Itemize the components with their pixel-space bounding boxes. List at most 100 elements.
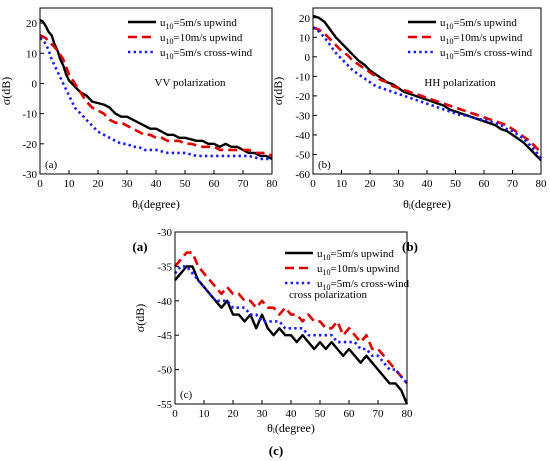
legend-entry-base: u [317,263,323,275]
y-tick-label: -60 [295,169,310,181]
legend-entry-sub: 10 [446,22,454,31]
legend-entry: u10=5m/s cross-wind [317,278,410,292]
x-tick-label: 30 [257,408,269,420]
panel-tag: (b) [318,159,331,171]
polarization-annotation: VV polarization [155,77,226,89]
legend-entry: u10=10m/s upwind [317,263,400,277]
legend-entry: u10=5m/s cross-wind [160,47,253,61]
x-tick-label: 30 [393,178,405,190]
chart-panel-2: 0 10 20 30 40 50 60 70 80 -55 -50 -45 -40 -35 -30 θᵢ(de… [133,227,413,435]
legend-entry-base: u [160,47,166,59]
legend-entry-sub: 10 [446,52,454,61]
y-tick-label: 10 [299,32,311,44]
x-tick-label: 20 [93,178,105,190]
y-axis-label: σ(dB) [0,77,13,105]
panel-caption: (b) [402,239,418,254]
series-line-1-0 [312,14,542,162]
series-line-2-1 [174,251,408,385]
y-tick-label: -40 [295,130,310,142]
y-tick-label: 10 [26,48,38,60]
legend-entry-sub: 10 [323,268,331,277]
polarization-annotation: HH polarization [424,77,496,89]
panel-caption: (c) [269,443,283,458]
polarization-annotation: cross polarization [289,289,367,301]
panel-tag: (c) [180,389,193,401]
x-tick-label: 50 [450,178,462,190]
x-axis-label: θᵢ(degree) [403,197,451,211]
y-tick-label: -50 [157,365,172,377]
x-tick-label: 70 [238,178,250,190]
x-tick-label: 70 [507,178,519,190]
legend-entry: u10=5m/s upwind [440,17,517,31]
legend-entry-sub: 10 [166,37,174,46]
y-tick-label: 20 [26,18,38,30]
series-line-0-0 [39,19,273,160]
x-tick-label: 10 [336,178,348,190]
x-tick-label: 20 [228,408,240,420]
y-tick-label: -35 [157,261,172,273]
legend-entry-rest: =5m/s cross-wind [331,278,410,290]
y-tick-label: -40 [157,296,172,308]
series-line-2-2 [174,265,408,385]
legend-entry: u10=10m/s upwind [160,32,243,46]
y-tick-label: -20 [22,139,37,151]
x-tick-label: 60 [479,178,491,190]
y-tick-label: -45 [157,330,172,342]
x-tick-label: 10 [199,408,211,420]
legend-entry: u10=10m/s upwind [440,32,523,46]
x-tick-label: 60 [209,178,221,190]
x-axis-label: θᵢ(degree) [132,197,180,211]
y-tick-label: -50 [295,149,310,161]
legend-entry-base: u [317,248,323,260]
legend-entry-sub: 10 [323,253,331,262]
y-tick-label: -10 [22,109,37,121]
y-tick-label: -30 [22,169,37,181]
legend-entry-rest: =5m/s cross-wind [174,47,253,59]
legend-entry: u10=5m/s upwind [317,248,394,262]
series-line-1-1 [312,26,542,154]
legend-entry-rest: =10m/s upwind [454,32,523,44]
x-tick-label: 0 [172,408,178,420]
chart-panel-0: 0 10 20 30 40 50 60 70 80 -30 -20 -10 0 10 20 θᵢ(degree… [0,7,279,211]
legend-entry: u10=5m/s cross-wind [440,47,533,61]
y-tick-label: -20 [295,91,310,103]
legend-entry-rest: =5m/s upwind [174,17,238,29]
x-tick-label: 20 [365,178,377,190]
y-tick-label: -30 [157,227,172,239]
x-tick-label: 0 [310,178,316,190]
x-axis-label: θᵢ(degree) [267,421,315,435]
panel-caption: (a) [132,239,147,254]
y-tick-label: -55 [157,399,172,411]
x-tick-label: 80 [267,178,279,190]
x-tick-label: 40 [422,178,434,190]
series-line-1-2 [312,26,543,160]
y-tick-label: 0 [32,78,38,90]
x-tick-label: 80 [402,408,414,420]
x-tick-label: 50 [180,178,192,190]
y-axis-label: σ(dB) [271,77,285,105]
panel-tag: (a) [45,159,58,171]
legend-entry-base: u [317,278,323,290]
legend-entry-sub: 10 [166,22,174,31]
x-tick-label: 70 [373,408,385,420]
y-axis-label: σ(dB) [133,304,147,332]
y-tick-label: 0 [305,52,311,64]
legend-entry-sub: 10 [166,52,174,61]
x-tick-label: 40 [151,178,163,190]
chart-panel-1: 0 10 20 30 40 50 60 70 80 -60 -50 -40 -30 -20 -10 0 10 20… [271,7,548,211]
y-tick-label: -30 [295,110,310,122]
x-tick-label: 30 [122,178,134,190]
series-line-0-1 [39,34,273,158]
x-tick-label: 0 [37,178,43,190]
x-tick-label: 40 [286,408,298,420]
x-tick-label: 60 [344,408,356,420]
legend-entry-rest: =10m/s upwind [174,32,243,44]
legend-entry-rest: =5m/s cross-wind [454,47,533,59]
legend-entry-sub: 10 [446,37,454,46]
legend-entry-base: u [160,32,166,44]
legend-entry-rest: =5m/s upwind [331,248,395,260]
x-tick-label: 80 [536,178,548,190]
y-tick-label: 20 [299,13,311,25]
legend-entry-rest: =5m/s upwind [454,17,518,29]
legend-entry-base: u [440,17,446,29]
